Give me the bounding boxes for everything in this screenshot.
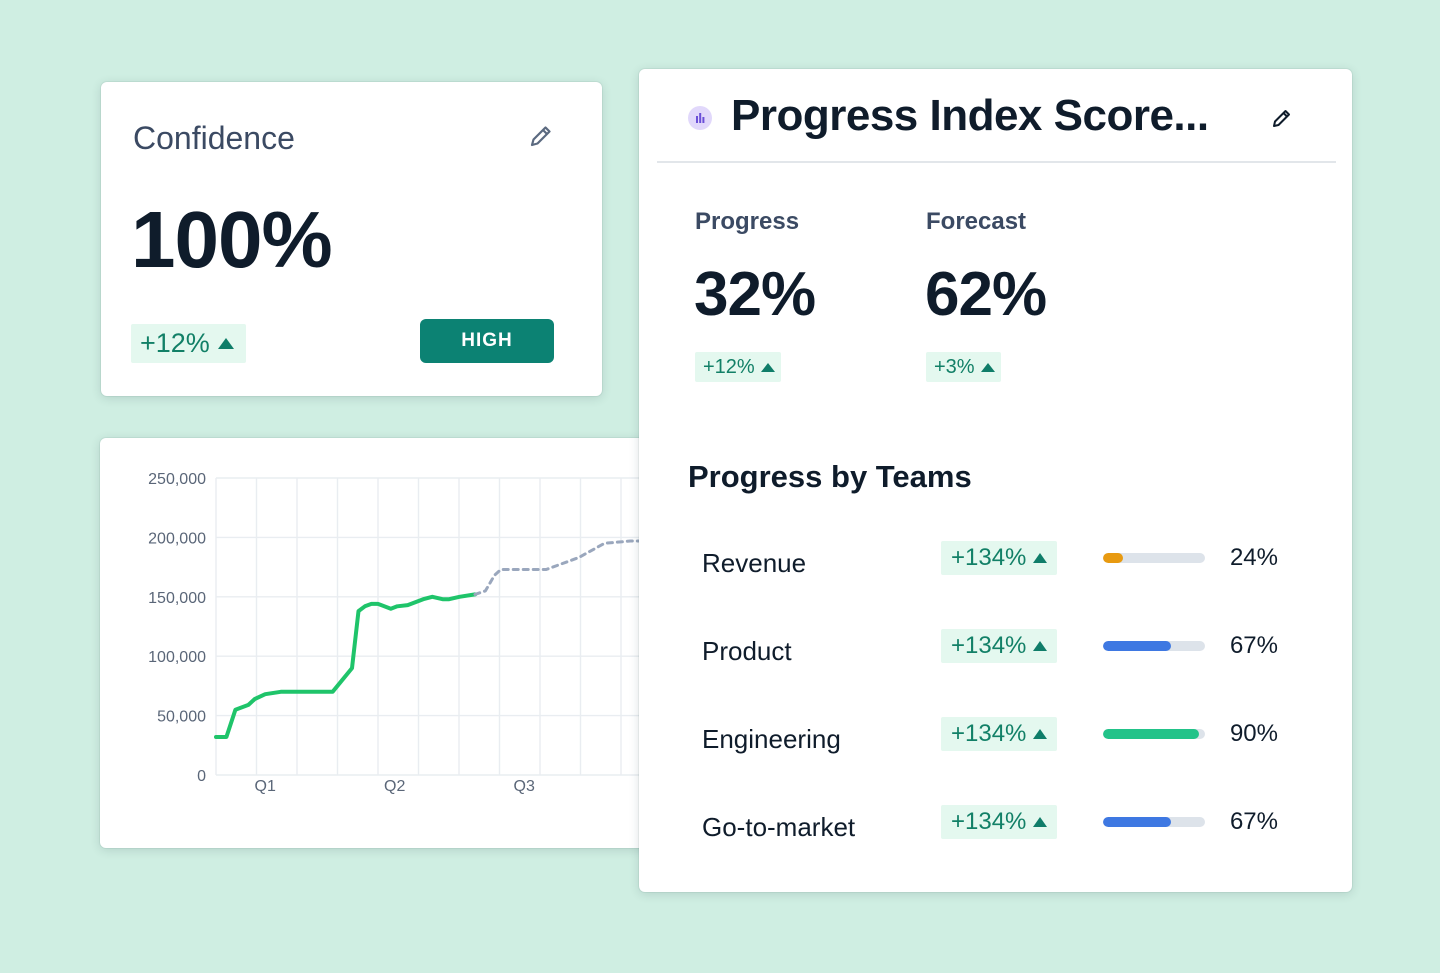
team-delta-badge: +134% xyxy=(941,805,1058,839)
metric-delta-text: +12% xyxy=(703,355,755,378)
team-name: Go-to-market xyxy=(702,812,856,842)
confidence-card: Confidence 100% +12% HIGH xyxy=(101,82,602,396)
confidence-value: 100% xyxy=(131,195,333,284)
team-delta-badge: +134% xyxy=(941,717,1058,751)
x-tick-label: Q2 xyxy=(384,778,405,795)
team-delta-text: +134% xyxy=(951,808,1027,835)
divider xyxy=(657,161,1336,163)
triangle-up-icon xyxy=(1033,729,1048,739)
team-name: Engineering xyxy=(702,724,841,754)
high-status-button[interactable]: HIGH xyxy=(420,319,554,363)
team-progress-fill xyxy=(1103,817,1172,827)
triangle-up-icon xyxy=(760,362,775,372)
confidence-delta-badge: +12% xyxy=(131,324,246,363)
team-delta-badge: +134% xyxy=(941,629,1058,663)
team-progress-bar xyxy=(1103,641,1205,651)
team-row-product: Product +134% 67% xyxy=(639,629,1352,689)
team-progress-bar xyxy=(1103,729,1205,739)
team-delta-text: +134% xyxy=(951,720,1027,747)
y-tick-label: 100,000 xyxy=(148,649,206,666)
x-tick-label: Q3 xyxy=(514,778,535,795)
metric-label-forecast: Forecast xyxy=(926,208,1027,235)
progress-index-title: Progress Index Score... xyxy=(731,91,1209,140)
team-delta-badge: +134% xyxy=(941,541,1058,575)
team-row-engineering: Engineering +134% 90% xyxy=(639,717,1352,777)
x-tick-label: Q1 xyxy=(255,778,276,795)
bar-chart-glyph xyxy=(696,113,705,123)
triangle-up-icon xyxy=(1033,641,1048,651)
team-row-go-to-market: Go-to-market +134% 67% xyxy=(639,805,1352,865)
metric-delta-text: +3% xyxy=(934,355,975,378)
triangle-up-icon xyxy=(980,362,995,372)
confidence-title: Confidence xyxy=(133,120,295,156)
team-progress-fill xyxy=(1103,641,1172,651)
team-row-revenue: Revenue +134% 24% xyxy=(639,541,1352,601)
bar-chart-icon xyxy=(688,106,712,130)
y-tick-label: 200,000 xyxy=(148,530,206,547)
team-percent: 24% xyxy=(1229,544,1278,571)
progress-index-card: Progress Index Score... Progress 32% +12… xyxy=(639,69,1352,892)
metric-delta-progress: +12% xyxy=(695,352,781,382)
metric-value-forecast: 62% xyxy=(925,260,1047,329)
triangle-up-icon xyxy=(217,338,234,349)
team-progress-bar xyxy=(1103,817,1205,827)
y-tick-label: 250,000 xyxy=(148,471,206,488)
y-tick-label: 150,000 xyxy=(148,590,206,607)
pencil-icon[interactable] xyxy=(1271,107,1293,129)
team-progress-fill xyxy=(1103,729,1199,739)
team-name: Revenue xyxy=(702,548,807,578)
team-name: Product xyxy=(702,636,792,666)
team-delta-text: +134% xyxy=(951,544,1027,571)
team-delta-text: +134% xyxy=(951,632,1027,659)
team-percent: 67% xyxy=(1229,632,1278,659)
y-tick-label: 50,000 xyxy=(157,709,206,726)
team-percent: 67% xyxy=(1229,808,1278,835)
metric-value-progress: 32% xyxy=(694,260,816,329)
line-chart: 250,000 200,000 150,000 100,000 50,000 0 Q1 Q2 Q… xyxy=(148,471,700,795)
y-tick-label: 0 xyxy=(197,768,206,785)
team-progress-bar xyxy=(1103,553,1205,563)
team-percent: 90% xyxy=(1229,720,1278,747)
confidence-delta-text: +12% xyxy=(140,328,210,358)
metric-delta-forecast: +3% xyxy=(926,352,1001,382)
teams-section-title: Progress by Teams xyxy=(688,459,972,494)
metric-label-progress: Progress xyxy=(695,208,800,235)
triangle-up-icon xyxy=(1033,817,1048,827)
team-progress-fill xyxy=(1103,553,1124,563)
actual-series-line xyxy=(214,592,477,739)
chart-card: 250,000 200,000 150,000 100,000 50,000 0 Q1 Q2 Q… xyxy=(100,438,700,848)
triangle-up-icon xyxy=(1033,553,1048,563)
pencil-icon[interactable] xyxy=(527,122,555,150)
